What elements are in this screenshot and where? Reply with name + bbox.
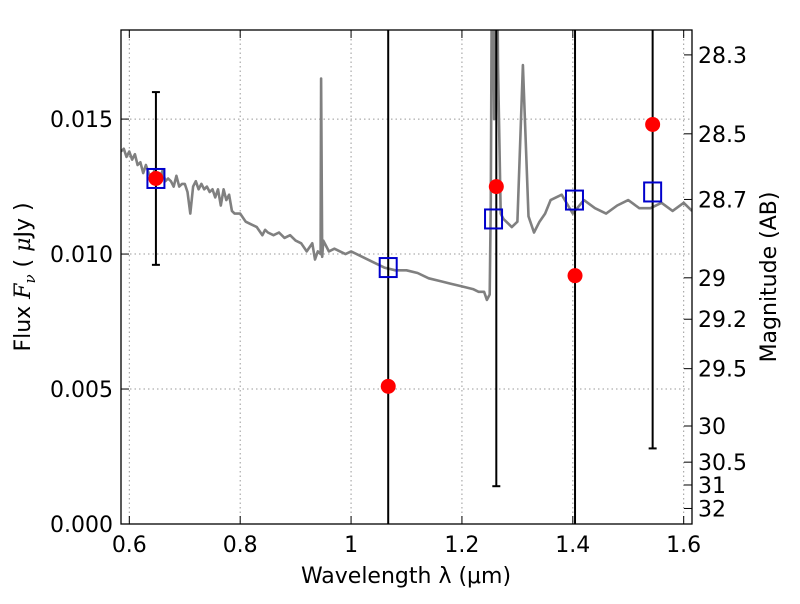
y2-tick-label: 32: [698, 497, 726, 522]
label-layer: Wavelength λ (μm) Flux Fν ( μJy ) Magnit…: [11, 192, 782, 589]
model-photometry-box: [484, 208, 504, 230]
model-photometry-box: [564, 189, 584, 211]
y2-tick-label: 29.2: [698, 308, 747, 333]
y2-axis-label: Magnitude (AB): [757, 192, 782, 363]
observed-point: [148, 170, 164, 186]
plot-layer: [121, 30, 692, 524]
y2-tick-label: 30: [698, 415, 726, 440]
y2-tick-label: 29: [698, 267, 726, 292]
y-tick-label: 0.015: [50, 108, 113, 133]
y-tick-label: 0.000: [50, 513, 113, 538]
y2-tick-label: 29.5: [698, 358, 747, 383]
x-tick-label: 1.4: [555, 533, 590, 558]
y2-tick-label: 28.3: [698, 44, 747, 69]
observed-point: [645, 116, 661, 132]
plot-frame: [120, 29, 693, 525]
model-photometry-box: [146, 167, 166, 189]
x-tick-label: 0.8: [223, 533, 258, 558]
observed-point: [380, 378, 396, 394]
y-tick-label: 0.005: [50, 378, 113, 403]
y2-tick-label: 28.7: [698, 188, 747, 213]
y2-tick-label: 31: [698, 474, 726, 499]
observed-point: [567, 268, 583, 284]
x-tick-label: 1: [344, 533, 358, 558]
x-tick-label: 1.2: [444, 533, 479, 558]
observed-point: [488, 179, 504, 195]
y-tick-label: 0.010: [50, 243, 113, 268]
grid-layer: [121, 30, 692, 525]
x-axis-label: Wavelength λ (μm): [301, 564, 511, 589]
sed-model-line: [121, 30, 692, 302]
tick-layer: 0.6 0.8 1 1.2 1.4 1.6 0.000 0.005 0.010 0.015 28.3…: [50, 30, 747, 558]
x-tick-label: 0.6: [112, 533, 147, 558]
y-axis-label: Flux Fν ( μJy ): [11, 202, 39, 351]
model-photometry-box: [378, 257, 398, 279]
x-tick-label: 1.6: [666, 533, 701, 558]
model-photometry-box: [643, 181, 663, 203]
y2-tick-label: 28.5: [698, 123, 747, 148]
y2-tick-label: 30.5: [698, 451, 747, 476]
